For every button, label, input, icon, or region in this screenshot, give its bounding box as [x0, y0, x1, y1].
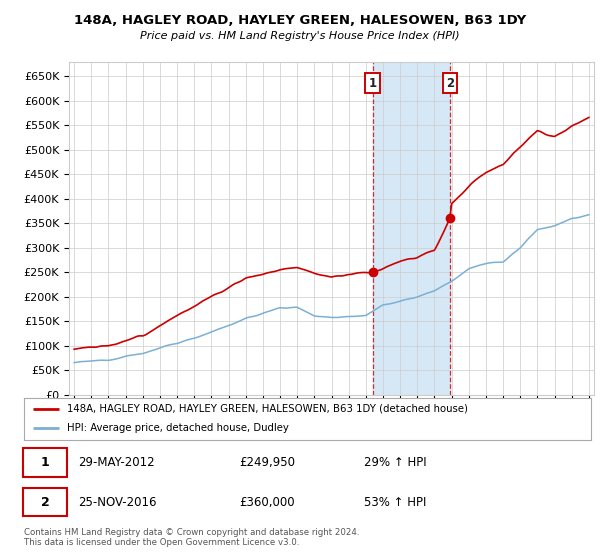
Text: 148A, HAGLEY ROAD, HAYLEY GREEN, HALESOWEN, B63 1DY: 148A, HAGLEY ROAD, HAYLEY GREEN, HALESOW…	[74, 14, 526, 27]
FancyBboxPatch shape	[23, 488, 67, 516]
Text: 25-NOV-2016: 25-NOV-2016	[78, 496, 157, 508]
Text: 29-MAY-2012: 29-MAY-2012	[78, 456, 154, 469]
Text: Price paid vs. HM Land Registry's House Price Index (HPI): Price paid vs. HM Land Registry's House …	[140, 31, 460, 41]
Text: Contains HM Land Registry data © Crown copyright and database right 2024.
This d: Contains HM Land Registry data © Crown c…	[24, 528, 359, 547]
Text: HPI: Average price, detached house, Dudley: HPI: Average price, detached house, Dudl…	[67, 423, 289, 433]
Bar	[373, 62, 450, 395]
Text: 148A, HAGLEY ROAD, HAYLEY GREEN, HALESOWEN, B63 1DY (detached house): 148A, HAGLEY ROAD, HAYLEY GREEN, HALESOW…	[67, 404, 467, 414]
Text: 2: 2	[41, 496, 49, 508]
Text: 53% ↑ HPI: 53% ↑ HPI	[364, 496, 427, 508]
FancyBboxPatch shape	[23, 448, 67, 477]
Text: 29% ↑ HPI: 29% ↑ HPI	[364, 456, 427, 469]
Text: £360,000: £360,000	[239, 496, 295, 508]
Text: £249,950: £249,950	[239, 456, 295, 469]
Text: 2: 2	[446, 77, 454, 90]
Text: 1: 1	[368, 77, 377, 90]
Text: 1: 1	[41, 456, 49, 469]
